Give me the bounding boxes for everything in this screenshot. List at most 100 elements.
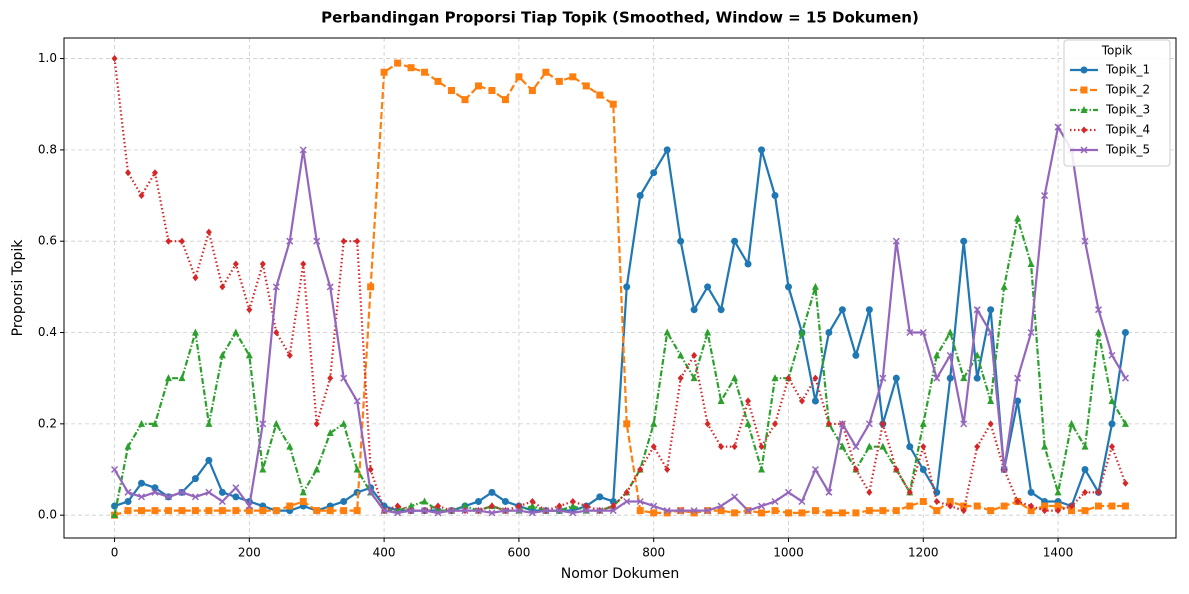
marker — [435, 502, 442, 510]
marker — [407, 64, 415, 72]
marker — [811, 282, 819, 290]
marker — [299, 497, 307, 505]
marker — [259, 260, 266, 268]
marker — [893, 466, 900, 474]
marker — [1121, 419, 1129, 427]
marker — [407, 502, 415, 510]
marker — [798, 497, 806, 506]
x-tick-label: 600 — [507, 546, 530, 560]
marker — [272, 283, 280, 291]
marker — [704, 420, 711, 428]
marker — [218, 488, 226, 496]
marker — [865, 420, 873, 428]
marker — [192, 274, 199, 282]
marker — [488, 87, 496, 95]
marker — [838, 306, 846, 314]
marker — [973, 502, 981, 510]
marker — [1108, 443, 1115, 451]
marker — [327, 374, 334, 382]
marker — [421, 68, 429, 76]
legend-label: Topik_1 — [1105, 63, 1150, 77]
marker — [784, 509, 792, 517]
marker — [947, 502, 954, 510]
marker — [866, 488, 873, 496]
marker — [300, 260, 307, 268]
marker — [218, 507, 226, 515]
marker — [1068, 419, 1076, 427]
marker — [1041, 442, 1049, 450]
marker — [879, 442, 887, 450]
marker — [151, 419, 159, 427]
marker — [609, 507, 617, 515]
marker — [825, 509, 833, 517]
marker — [111, 465, 119, 474]
marker — [1068, 502, 1075, 510]
marker — [286, 237, 294, 245]
marker — [650, 509, 658, 517]
x-tick-label: 1400 — [1043, 546, 1074, 560]
marker — [164, 507, 172, 515]
marker — [529, 497, 536, 505]
marker — [1081, 442, 1089, 450]
marker — [313, 237, 321, 245]
marker — [151, 507, 159, 515]
marker — [798, 509, 806, 517]
marker — [191, 493, 199, 501]
marker — [637, 466, 644, 474]
x-tick-label: 200 — [238, 546, 261, 560]
marker — [528, 509, 536, 517]
marker — [704, 283, 712, 291]
marker — [272, 419, 280, 427]
marker — [758, 443, 765, 451]
legend-label: Topik_5 — [1105, 143, 1150, 157]
marker — [731, 237, 739, 245]
marker — [205, 419, 213, 427]
marker — [919, 466, 927, 474]
marker — [165, 237, 172, 245]
marker — [718, 443, 725, 451]
marker — [825, 329, 833, 337]
marker — [1014, 397, 1022, 405]
marker — [232, 484, 240, 492]
marker — [1094, 502, 1102, 510]
marker — [1080, 66, 1088, 74]
marker — [125, 169, 132, 177]
marker — [906, 488, 913, 496]
marker — [987, 420, 994, 428]
marker — [960, 420, 968, 428]
marker — [1080, 86, 1088, 94]
marker — [933, 374, 941, 382]
marker — [623, 283, 631, 291]
marker — [865, 442, 873, 450]
marker — [1054, 502, 1062, 510]
marker — [623, 488, 630, 496]
marker — [1041, 192, 1049, 200]
marker — [1027, 260, 1035, 268]
marker — [892, 374, 900, 382]
marker — [1055, 507, 1062, 515]
marker — [731, 374, 739, 382]
marker — [124, 488, 132, 496]
x-tick-label: 800 — [642, 546, 665, 560]
marker — [528, 502, 536, 510]
marker — [879, 420, 886, 428]
marker — [1027, 488, 1035, 496]
marker — [784, 283, 792, 291]
marker — [1000, 502, 1008, 510]
marker — [906, 443, 914, 451]
marker — [245, 351, 253, 359]
marker — [663, 507, 671, 515]
marker — [583, 502, 590, 510]
marker — [717, 306, 725, 314]
marker — [259, 420, 267, 428]
marker — [1000, 282, 1008, 290]
marker — [609, 100, 617, 108]
marker — [771, 507, 779, 515]
marker — [636, 507, 644, 515]
marker — [785, 374, 792, 382]
marker — [138, 419, 146, 427]
marker — [596, 91, 604, 99]
marker — [1000, 465, 1008, 474]
marker — [811, 397, 819, 405]
